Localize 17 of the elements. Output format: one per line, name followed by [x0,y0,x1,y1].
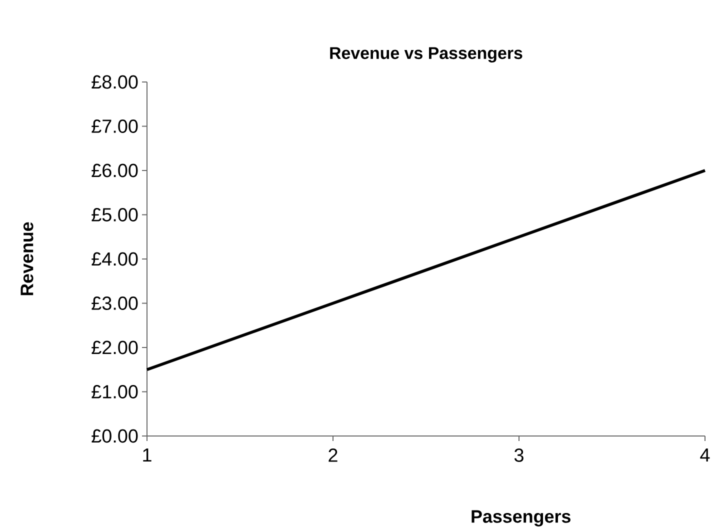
y-tick-label: £3.00 [92,296,138,310]
x-tick-label: 4 [700,448,710,462]
y-axis-title: Revenue [20,222,34,296]
x-tick-label: 3 [514,448,524,462]
y-tick-label: £8.00 [92,75,138,89]
y-tick-label: £6.00 [92,164,138,178]
y-tick-label: £7.00 [92,120,138,133]
x-axis-title: Passengers [472,510,570,526]
y-tick-label: £4.00 [92,252,138,266]
y-tick-label: £0.00 [92,429,138,443]
y-tick-label: £5.00 [92,208,138,222]
y-tick-label: £2.00 [92,340,138,354]
x-tick-label: 1 [143,448,152,462]
x-tick-label: 2 [328,448,338,462]
line-series [146,169,707,372]
chart-title: Revenue vs Passengers [330,47,522,63]
y-tick-label: £1.00 [92,385,138,398]
